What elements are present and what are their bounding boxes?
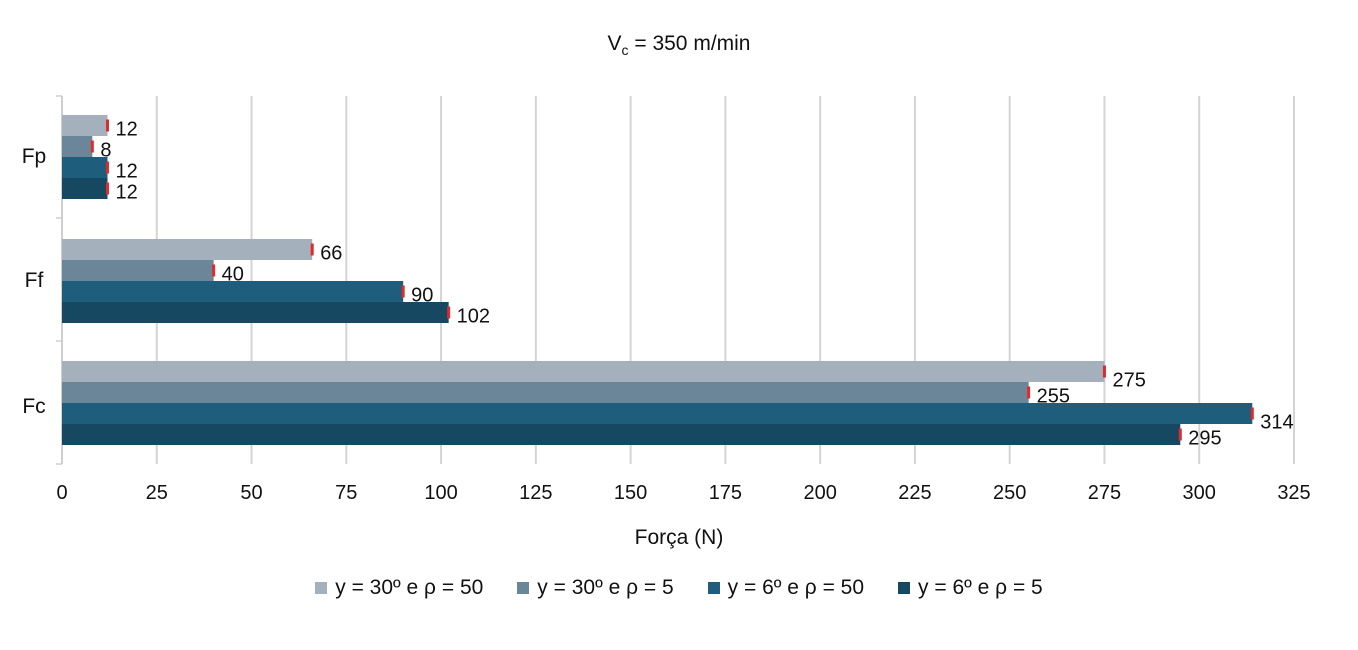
legend-label: y = 6º e ρ = 5	[918, 576, 1043, 599]
data-label: 90	[411, 285, 433, 307]
x-tick-label: 25	[146, 482, 168, 504]
bar	[62, 361, 1105, 382]
x-tick-label: 250	[993, 482, 1026, 504]
legend-item: y = 6º e ρ = 5	[898, 576, 1043, 600]
legend-label: y = 30º e ρ = 5	[537, 576, 674, 599]
data-label: 275	[1112, 370, 1145, 392]
x-tick-label: 0	[56, 482, 67, 504]
category-label: Fc	[22, 395, 45, 418]
data-label: 40	[222, 264, 244, 286]
error-bar	[90, 140, 94, 153]
data-label: 255	[1037, 386, 1070, 408]
error-bar	[105, 161, 109, 174]
legend-swatch	[707, 582, 720, 594]
legend-item: y = 30º e ρ = 50	[315, 576, 483, 600]
x-tick-label: 300	[1183, 482, 1216, 504]
legend-swatch	[898, 582, 911, 594]
x-tick-label: 125	[519, 482, 552, 504]
legend-label: y = 6º e ρ = 50	[727, 576, 865, 599]
error-bar	[1027, 386, 1031, 399]
x-tick-label: 50	[240, 482, 262, 504]
x-tick-label: 100	[424, 482, 457, 504]
bar	[62, 178, 108, 199]
bar	[62, 302, 449, 323]
x-tick-label: 175	[709, 482, 742, 504]
data-label: 12	[115, 182, 137, 204]
bar	[62, 136, 93, 157]
chart-title: Vc = 350 m/min	[607, 32, 751, 59]
legend-label: y = 30º e ρ = 50	[335, 576, 484, 599]
data-label: 314	[1260, 412, 1293, 434]
error-bar	[212, 264, 216, 277]
data-label: 12	[115, 161, 137, 183]
bar	[62, 115, 108, 136]
bar	[62, 424, 1181, 445]
legend: y = 30º e ρ = 50 y = 30º e ρ = 5 y = 6º e …	[0, 576, 1358, 600]
error-bar	[1250, 407, 1254, 420]
bar	[62, 382, 1029, 403]
x-tick-label: 75	[335, 482, 357, 504]
error-bar	[310, 243, 314, 256]
bar	[62, 260, 214, 281]
legend-swatch	[315, 582, 328, 594]
x-tick-label: 150	[614, 482, 647, 504]
data-label: 12	[115, 119, 137, 141]
category-label: Fp	[22, 145, 47, 168]
legend-item: y = 6º e ρ = 50	[707, 576, 865, 600]
x-tick-label: 275	[1088, 482, 1121, 504]
error-bar	[105, 119, 109, 132]
bar	[62, 403, 1253, 424]
data-label: 66	[320, 243, 342, 265]
bar	[62, 239, 313, 260]
error-bar	[447, 306, 451, 319]
error-bar	[401, 285, 405, 298]
x-axis-label: Força (N)	[634, 526, 724, 549]
error-bar	[1178, 428, 1182, 441]
data-label: 102	[457, 306, 490, 328]
x-tick-label: 325	[1277, 482, 1310, 504]
category-label: Ff	[25, 269, 44, 292]
error-bar	[105, 182, 109, 195]
bar	[62, 157, 108, 178]
legend-swatch	[517, 582, 530, 594]
error-bar	[1102, 365, 1106, 378]
x-tick-label: 200	[803, 482, 836, 504]
bar	[62, 281, 404, 302]
x-tick-label: 225	[898, 482, 931, 504]
data-label: 295	[1188, 428, 1221, 450]
legend-item: y = 30º e ρ = 5	[517, 576, 674, 600]
data-label: 8	[100, 140, 111, 162]
